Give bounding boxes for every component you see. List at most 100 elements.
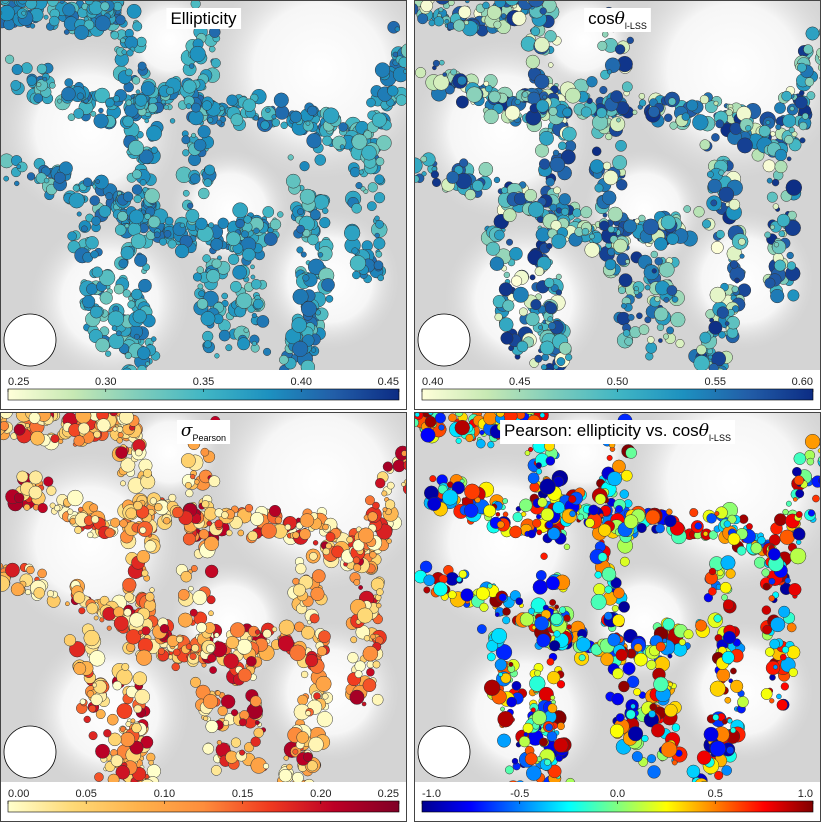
halo bbox=[671, 296, 679, 303]
halo bbox=[134, 93, 148, 107]
halo bbox=[723, 520, 731, 528]
halo bbox=[552, 501, 565, 514]
halo bbox=[303, 778, 315, 782]
halo bbox=[197, 125, 211, 139]
halo bbox=[619, 556, 630, 567]
halo bbox=[718, 331, 726, 339]
halo bbox=[68, 192, 85, 209]
halo bbox=[625, 259, 630, 264]
halo bbox=[455, 437, 462, 444]
halo bbox=[785, 179, 803, 196]
halo bbox=[260, 522, 277, 539]
halo bbox=[198, 529, 210, 540]
halo bbox=[539, 478, 556, 495]
halo bbox=[90, 110, 97, 117]
halo bbox=[297, 694, 309, 706]
halo bbox=[525, 54, 540, 69]
halo bbox=[210, 58, 221, 68]
halo bbox=[206, 520, 213, 527]
halo bbox=[479, 602, 489, 612]
colorbar-tick-label: 0.50 bbox=[607, 376, 628, 388]
halo bbox=[5, 562, 20, 578]
halo bbox=[106, 625, 112, 631]
halo bbox=[374, 62, 391, 78]
halo bbox=[110, 30, 119, 40]
halo bbox=[291, 317, 307, 333]
halo bbox=[545, 302, 558, 315]
halo bbox=[610, 90, 623, 103]
halo bbox=[494, 312, 503, 322]
halo bbox=[700, 781, 708, 782]
halo bbox=[483, 80, 490, 87]
halo bbox=[232, 202, 249, 219]
halo bbox=[655, 523, 665, 534]
panel-frame bbox=[0, 412, 407, 822]
halo bbox=[171, 662, 180, 672]
halo bbox=[738, 238, 746, 246]
halo bbox=[491, 627, 508, 644]
halo bbox=[221, 292, 229, 300]
halo bbox=[560, 149, 576, 165]
halo bbox=[310, 586, 325, 601]
halo bbox=[666, 285, 678, 296]
halo bbox=[354, 670, 363, 679]
halo bbox=[795, 489, 805, 499]
halo bbox=[667, 653, 673, 659]
halo bbox=[321, 278, 335, 292]
halo bbox=[577, 513, 585, 521]
halo bbox=[63, 634, 77, 647]
halo bbox=[797, 62, 807, 73]
halo bbox=[86, 602, 99, 615]
colorbar-tick-label: 0.60 bbox=[792, 376, 813, 388]
halo bbox=[503, 271, 510, 279]
halo bbox=[244, 742, 255, 753]
halo bbox=[168, 493, 177, 502]
halo bbox=[767, 547, 781, 561]
halo bbox=[146, 125, 162, 142]
halo bbox=[190, 676, 201, 688]
halo bbox=[669, 121, 678, 130]
halo bbox=[486, 652, 496, 662]
halo bbox=[372, 660, 381, 669]
halo bbox=[309, 552, 318, 561]
halo bbox=[589, 159, 604, 174]
halo bbox=[33, 587, 45, 599]
halo bbox=[536, 514, 542, 520]
halo bbox=[133, 333, 140, 340]
halo bbox=[615, 648, 628, 662]
halo bbox=[633, 286, 639, 292]
halo bbox=[371, 693, 384, 706]
halo bbox=[43, 177, 50, 184]
title-text: Ellipticity bbox=[170, 9, 237, 28]
halo bbox=[730, 727, 737, 734]
halo bbox=[46, 485, 57, 496]
halo bbox=[375, 219, 384, 229]
halo bbox=[534, 266, 545, 277]
halo bbox=[94, 15, 111, 32]
halo bbox=[660, 741, 678, 758]
halo bbox=[172, 506, 184, 519]
halo bbox=[218, 329, 231, 342]
halo bbox=[715, 119, 725, 129]
halo bbox=[613, 238, 628, 254]
halo bbox=[666, 508, 673, 516]
halo bbox=[775, 124, 782, 131]
halo bbox=[297, 208, 304, 216]
halo bbox=[731, 285, 739, 293]
halo bbox=[236, 292, 253, 309]
halo bbox=[406, 50, 407, 52]
halo bbox=[115, 446, 128, 459]
halo bbox=[465, 433, 474, 443]
halo bbox=[784, 135, 794, 145]
halo bbox=[745, 125, 752, 132]
halo bbox=[655, 641, 666, 652]
halo bbox=[638, 93, 646, 100]
halo bbox=[660, 214, 676, 230]
halo bbox=[104, 527, 115, 538]
halo bbox=[525, 312, 540, 327]
halo bbox=[523, 732, 529, 737]
halo bbox=[30, 430, 45, 446]
halo bbox=[107, 773, 120, 782]
halo bbox=[191, 102, 201, 113]
halo bbox=[801, 112, 809, 120]
